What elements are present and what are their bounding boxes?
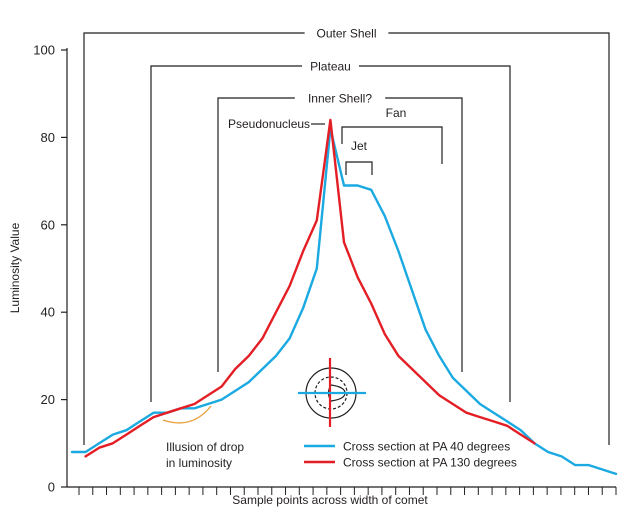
legend: Cross section at PA 40 degrees Cross sect… (304, 440, 517, 470)
legend-item-pa40-label: Cross section at PA 40 degrees (343, 440, 510, 454)
y-tick-label: 100 (33, 43, 55, 58)
outer-shell-bracket: Outer Shell (83, 24, 610, 445)
y-tick-label: 0 (48, 480, 55, 495)
illusion-label-line2: in luminosity (166, 456, 232, 470)
inner-shell-bracket-label-bg (294, 89, 386, 107)
y-tick-label: 20 (41, 392, 55, 407)
data-series (70, 118, 618, 476)
plateau-bracket-label: Plateau (310, 60, 351, 74)
cross-section-inset-icon (298, 358, 366, 427)
x-axis-label: Sample points across width of comet (232, 493, 428, 507)
legend-item-pa130-label: Cross section at PA 130 degrees (343, 456, 517, 470)
y-axis-label: Luminosity Value (8, 222, 22, 313)
inner-shell-bracket: Inner Shell? (217, 89, 463, 372)
fan-bracket: Fan (341, 106, 443, 164)
inner-shell-bracket-label: Inner Shell? (308, 92, 372, 106)
fan-label: Fan (386, 106, 407, 120)
series-pa40-line (70, 127, 618, 476)
plateau-bracket-label-bg (302, 57, 359, 75)
plateau-bracket-line (150, 65, 511, 402)
legend-item-pa130: Cross section at PA 130 degrees (304, 456, 517, 470)
illusion-label-line1: Illusion of drop (166, 440, 244, 454)
illusion-arc (162, 405, 212, 424)
outer-shell-bracket-label-bg (304, 24, 389, 42)
pseudonucleus-label: Pseudonucleus (228, 117, 310, 131)
fan-bracket-line (341, 126, 443, 164)
jet-bracket-line (345, 161, 373, 175)
annotations: Pseudonucleus Illusion of drop in luminosi… (162, 117, 325, 470)
y-tick-label: 40 (41, 305, 55, 320)
axes: 0 20 40 60 80 100 Sample points across width o… (8, 43, 617, 507)
y-tick-label: 60 (41, 217, 55, 232)
y-tick-label: 80 (41, 130, 55, 145)
jet-bracket: Jet (345, 139, 373, 175)
plateau-bracket: Plateau (150, 57, 511, 402)
legend-item-pa40: Cross section at PA 40 degrees (304, 440, 510, 454)
series-pa130-line (84, 118, 536, 458)
jet-label: Jet (351, 139, 368, 153)
region-brackets: Outer Shell Plateau Inner Shell? Fan Jet (83, 24, 610, 445)
outer-shell-bracket-label: Outer Shell (316, 27, 376, 41)
